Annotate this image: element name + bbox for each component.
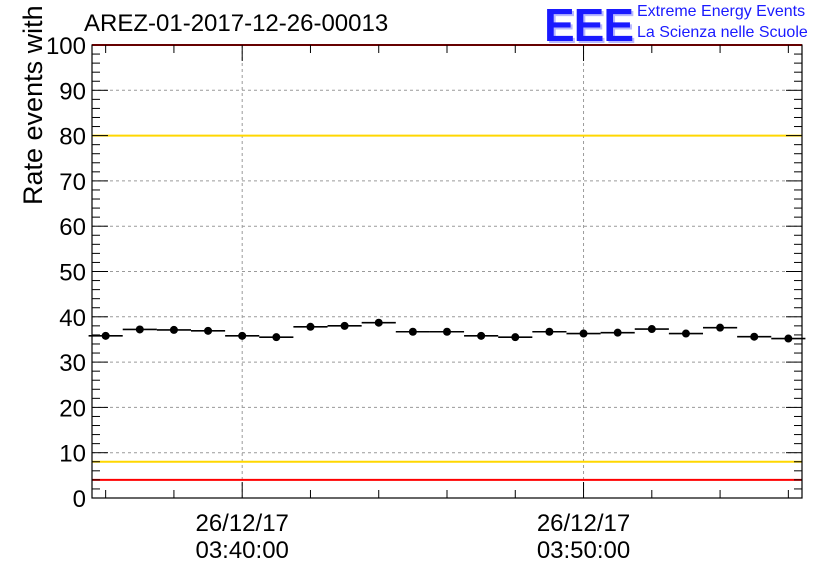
data-points bbox=[88, 318, 806, 343]
logo-subtitle-2: La Scienza nelle Scuole bbox=[637, 24, 808, 41]
data-point bbox=[477, 331, 486, 340]
y-tick-label: 40 bbox=[59, 305, 86, 332]
data-point bbox=[443, 327, 451, 336]
data-point bbox=[408, 327, 417, 336]
data-point bbox=[306, 322, 315, 331]
y-tick-labels: 0 10 20 30 40 50 60 70 80 90 100 bbox=[46, 33, 86, 513]
x-tick-time: 03:40:00 bbox=[195, 537, 288, 564]
plot-frame bbox=[91, 44, 803, 499]
grid-lines bbox=[92, 45, 802, 498]
data-point bbox=[135, 325, 144, 334]
y-axis-label: Rate events with hits [Hz] bbox=[18, 0, 48, 205]
logo-subtitle-1: Extreme Energy Events bbox=[637, 3, 806, 20]
data-point bbox=[169, 325, 178, 334]
y-tick-label: 0 bbox=[73, 486, 86, 513]
y-tick-label: 50 bbox=[59, 260, 86, 287]
y-tick-label: 100 bbox=[46, 33, 86, 60]
y-tick-label: 60 bbox=[59, 214, 86, 241]
data-point bbox=[545, 327, 554, 336]
y-tick-label: 70 bbox=[59, 169, 86, 196]
x-tick-date: 26/12/17 bbox=[195, 510, 288, 537]
data-point bbox=[716, 323, 725, 332]
axis-ticks bbox=[92, 44, 802, 499]
data-point bbox=[784, 334, 793, 343]
data-point bbox=[272, 333, 281, 342]
data-point bbox=[340, 321, 349, 330]
data-point bbox=[511, 333, 520, 342]
data-point bbox=[681, 329, 690, 338]
data-point bbox=[374, 318, 383, 327]
data-point bbox=[579, 329, 588, 338]
reference-lines bbox=[92, 44, 802, 481]
y-tick-label: 10 bbox=[59, 441, 86, 468]
data-point bbox=[238, 331, 247, 340]
y-tick-label: 90 bbox=[59, 78, 86, 105]
eee-logo: EEE bbox=[544, 0, 634, 51]
x-tick-time: 03:50:00 bbox=[537, 537, 630, 564]
data-point bbox=[101, 331, 110, 340]
y-tick-label: 80 bbox=[59, 124, 86, 151]
data-point bbox=[750, 332, 759, 341]
y-tick-label: 20 bbox=[59, 395, 86, 422]
data-point bbox=[613, 328, 622, 337]
chart-title: AREZ-01-2017-12-26-00013 bbox=[84, 10, 389, 37]
x-tick-date: 26/12/17 bbox=[537, 510, 630, 537]
data-point bbox=[647, 325, 656, 334]
y-tick-label: 30 bbox=[59, 350, 86, 377]
data-point bbox=[204, 326, 213, 335]
